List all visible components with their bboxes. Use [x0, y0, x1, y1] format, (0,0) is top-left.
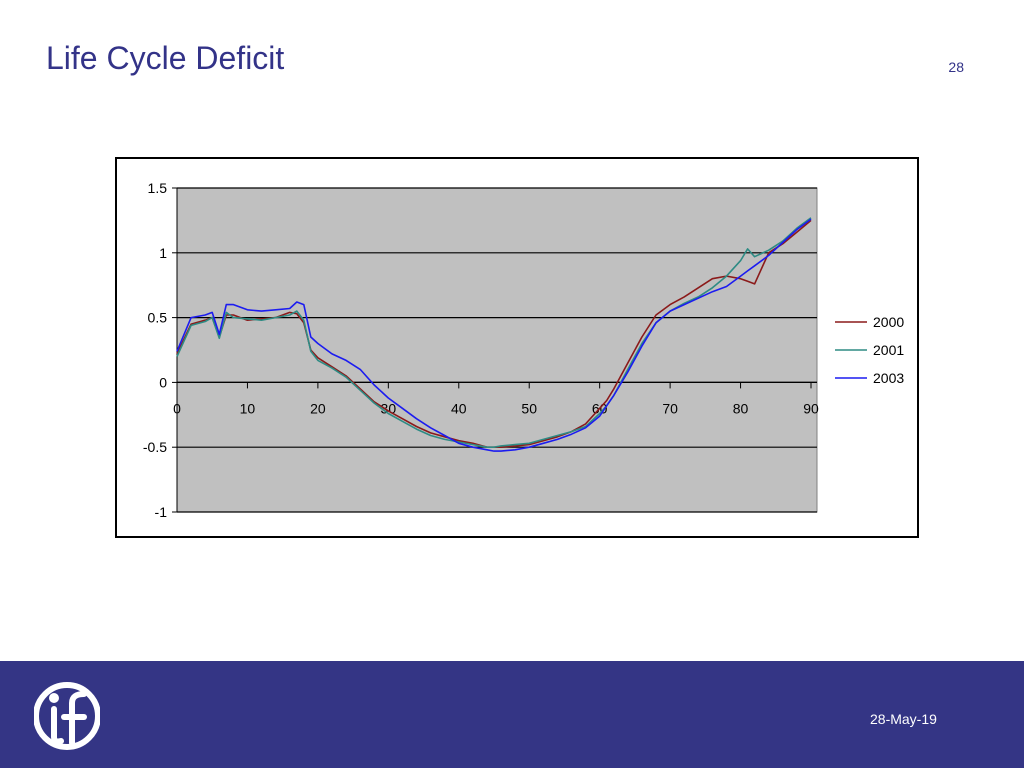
- y-tick-label-3: 0: [159, 374, 167, 390]
- page-number: 28: [948, 59, 964, 75]
- y-tick-label-1: 1: [159, 245, 167, 261]
- series-line-2003: [176, 218, 812, 452]
- x-tick-label-7: 70: [662, 400, 678, 416]
- plot-area: [176, 187, 818, 513]
- x-tick-label-4: 40: [451, 400, 467, 416]
- y-tick-label-2: 0.5: [148, 310, 168, 326]
- legend-label-2001: 2001: [873, 342, 904, 358]
- legend-label-2000: 2000: [873, 314, 904, 330]
- chart-frame: 1.510.50-0.5-101020304050607080902000200…: [115, 157, 919, 538]
- y-tick-label-4: -0.5: [143, 439, 167, 455]
- x-tick-label-2: 20: [310, 400, 326, 416]
- series-line-2001: [176, 217, 812, 449]
- y-tick-label-5: -1: [155, 504, 168, 520]
- x-tick-label-8: 80: [733, 400, 749, 416]
- slide-title: Life Cycle Deficit: [46, 40, 285, 76]
- legend-label-2003: 2003: [873, 370, 904, 386]
- institute-logo-icon: [34, 682, 100, 750]
- slide-date: 28-May-19: [870, 711, 937, 727]
- y-tick-label-0: 1.5: [148, 180, 168, 196]
- x-tick-label-5: 50: [521, 400, 537, 416]
- x-tick-label-9: 90: [803, 400, 819, 416]
- footer-bar: 28-May-19: [0, 661, 1024, 768]
- x-tick-label-1: 10: [240, 400, 256, 416]
- line-chart: 1.510.50-0.5-101020304050607080902000200…: [143, 180, 904, 520]
